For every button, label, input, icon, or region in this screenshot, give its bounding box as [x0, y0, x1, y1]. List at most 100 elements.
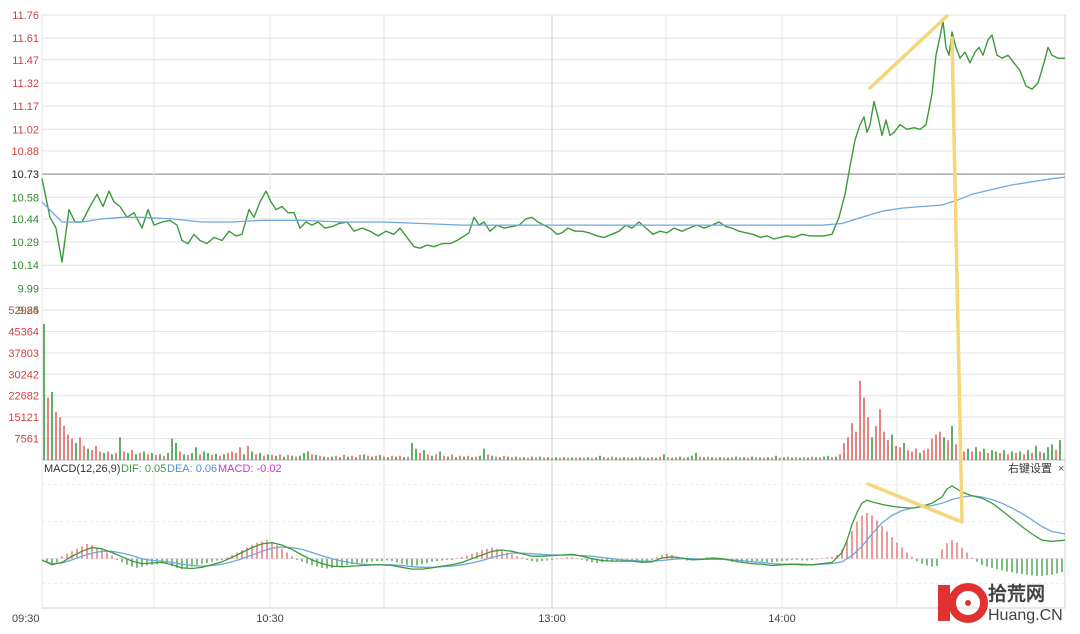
- volume-bar: [795, 457, 797, 460]
- volume-bar: [639, 456, 641, 460]
- volume-bar: [519, 457, 521, 460]
- volume-bar: [175, 442, 177, 460]
- volume-bar: [131, 450, 133, 460]
- price-tick-label: 10.58: [11, 192, 39, 204]
- volume-bar: [351, 455, 353, 460]
- chart-frame: [41, 14, 1066, 609]
- volume-bar: [755, 457, 757, 460]
- volume-bar: [895, 445, 897, 460]
- volume-bar: [115, 452, 117, 460]
- volume-bar: [563, 457, 565, 460]
- time-tick-label: 09:30: [12, 613, 40, 625]
- volume-bar: [247, 445, 249, 460]
- volume-bar: [63, 425, 65, 460]
- volume-bar: [943, 437, 945, 460]
- volume-bar: [195, 447, 197, 460]
- price-tick-label: 11.17: [12, 101, 39, 113]
- price-line: [41, 20, 1065, 263]
- volume-bar: [167, 452, 169, 460]
- volume-bar: [527, 457, 529, 460]
- volume-bar: [539, 456, 541, 460]
- volume-bar: [79, 437, 81, 460]
- volume-bar: [995, 451, 997, 460]
- volume-bar: [95, 445, 97, 460]
- volume-bar: [419, 452, 421, 460]
- volume-bar: [975, 447, 977, 460]
- volume-bar: [183, 454, 185, 460]
- price-tick-label: 10.44: [11, 214, 39, 226]
- volume-bar: [611, 456, 613, 460]
- volume-bar: [683, 457, 685, 460]
- volume-bar: [919, 452, 921, 460]
- volume-bar: [603, 457, 605, 460]
- volume-bar: [547, 457, 549, 460]
- logo-badge-10: [938, 583, 988, 623]
- volume-bar: [187, 454, 189, 460]
- volume-bar: [939, 431, 941, 460]
- volume-bar: [891, 434, 893, 460]
- volume-bar: [431, 455, 433, 460]
- volume-tick-label: 52924: [8, 305, 39, 317]
- volume-bar: [843, 442, 845, 460]
- volume-bar: [691, 455, 693, 460]
- volume-bar: [127, 452, 129, 460]
- volume-bar: [587, 457, 589, 460]
- volume-bar: [475, 456, 477, 460]
- volume-bar: [495, 456, 497, 460]
- volume-bar: [427, 454, 429, 460]
- volume-bar: [667, 457, 669, 460]
- price-tick-label: 10.14: [11, 260, 39, 272]
- volume-bar: [791, 457, 793, 460]
- volume-bar: [671, 457, 673, 460]
- volume-bar: [383, 456, 385, 460]
- volume-bar: [239, 447, 241, 460]
- volume-bar: [971, 451, 973, 460]
- volume-bar: [839, 454, 841, 460]
- volume-bar: [223, 454, 225, 460]
- volume-bar: [363, 454, 365, 460]
- volume-bar: [831, 457, 833, 460]
- volume-bar: [1003, 450, 1005, 460]
- volume-bar: [315, 454, 317, 460]
- volume-bar: [483, 448, 485, 460]
- volume-bar: [1043, 452, 1045, 460]
- volume-bar: [823, 456, 825, 460]
- volume-bar: [543, 457, 545, 460]
- close-icon[interactable]: ×: [1058, 463, 1064, 475]
- volume-bar: [583, 457, 585, 460]
- volume-bar: [43, 323, 45, 460]
- volume-bar: [227, 452, 229, 460]
- volume-bar: [507, 456, 509, 460]
- volume-bar: [355, 457, 357, 460]
- volume-bar: [987, 452, 989, 460]
- volume-bar: [799, 457, 801, 460]
- time-tick-label: 13:00: [538, 613, 566, 625]
- volume-bar: [215, 453, 217, 460]
- volume-bar: [487, 454, 489, 460]
- volume-bar: [403, 457, 405, 460]
- volume-bar: [387, 457, 389, 460]
- volume-bar: [439, 451, 441, 460]
- volume-bar: [523, 457, 525, 460]
- corner-menu-button[interactable]: 右键设置: [1008, 461, 1052, 475]
- volume-bar: [999, 452, 1001, 460]
- volume-bar: [191, 452, 193, 460]
- volume-bar: [787, 456, 789, 460]
- volume-tick-label: 15121: [8, 412, 39, 424]
- volume-bar: [551, 457, 553, 460]
- volume-bar: [1031, 452, 1033, 460]
- volume-bar: [699, 456, 701, 460]
- volume-bar: [235, 452, 237, 460]
- volume-bar: [615, 457, 617, 460]
- volume-bar: [1015, 452, 1017, 460]
- volume-bar: [515, 456, 517, 460]
- volume-bar: [279, 454, 281, 460]
- volume-bar: [991, 450, 993, 460]
- volume-bar: [323, 456, 325, 460]
- volume-bar: [443, 455, 445, 460]
- time-tick-label: 10:30: [256, 613, 284, 625]
- price-tick-label: 11.61: [12, 33, 39, 45]
- volume-bar: [163, 455, 165, 460]
- volume-bar: [259, 452, 261, 460]
